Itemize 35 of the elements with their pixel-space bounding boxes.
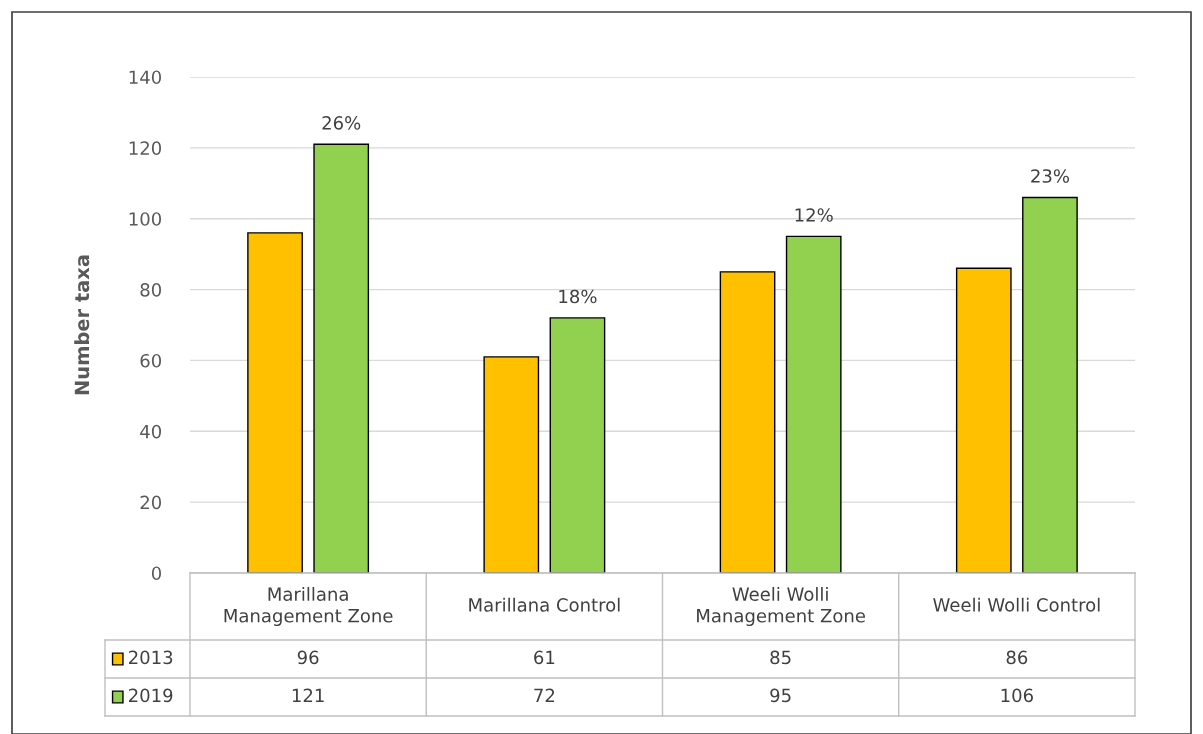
bar: [483, 356, 540, 573]
y-tick-label: 80: [140, 283, 162, 297]
y-tick-label: 100: [129, 212, 162, 226]
x-tick-label: Weeli Wolli Control: [933, 597, 1100, 612]
y-tick-label: 120: [129, 141, 162, 155]
data-label: 72: [534, 688, 555, 702]
x-tick-label: Marillana Management Zone: [224, 586, 393, 627]
data-label: 95: [770, 688, 791, 703]
y-tick-label: 20: [140, 495, 162, 510]
bar: [247, 232, 303, 573]
data-label: 86: [1006, 650, 1028, 665]
y-tick-label: 0: [151, 566, 162, 581]
data-label: 85: [770, 650, 791, 665]
data-label: 121: [292, 688, 324, 702]
bar: [549, 317, 606, 573]
bar: [1022, 196, 1078, 573]
data-label: 61: [534, 650, 555, 665]
y-tick-label: 60: [140, 353, 162, 368]
bar: [785, 235, 842, 573]
x-tick-label: Weeli Wolli Management Zone: [697, 586, 865, 627]
annotation: 18%: [559, 289, 597, 304]
data-label: 96: [297, 650, 319, 665]
legend-label: 2013: [129, 650, 173, 665]
y-tick-label: 140: [129, 70, 162, 85]
annotation: 23%: [1031, 169, 1070, 183]
y-tick-label: 40: [140, 424, 162, 439]
bar: [313, 143, 370, 573]
legend-label: 2019: [129, 688, 173, 703]
x-tick-label: Marillana Control: [469, 597, 620, 612]
annotation: 26%: [322, 116, 361, 130]
data-label: 106: [1001, 688, 1033, 703]
y-axis-title: Number taxa: [74, 255, 90, 395]
annotation: 12%: [795, 208, 833, 222]
bar: [955, 267, 1012, 573]
bar: [719, 271, 776, 573]
